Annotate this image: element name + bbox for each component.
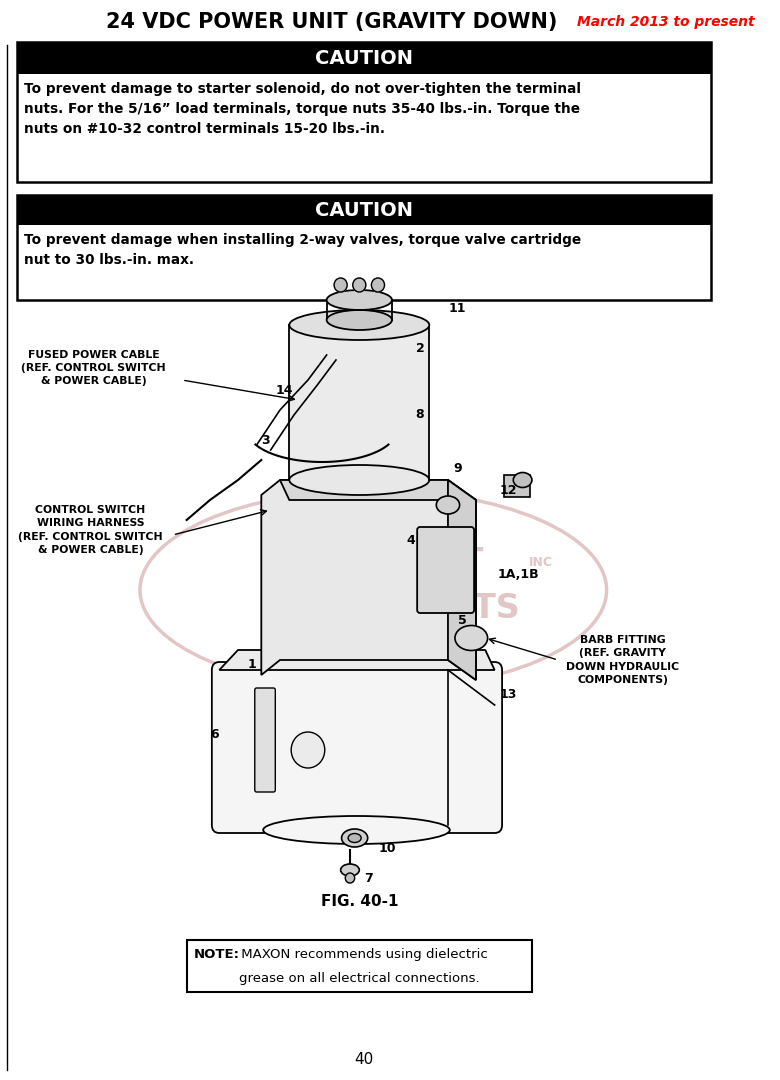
- Text: 7: 7: [364, 872, 373, 885]
- Text: FIG. 40-1: FIG. 40-1: [321, 894, 398, 909]
- Text: CAUTION: CAUTION: [315, 49, 413, 67]
- Circle shape: [371, 278, 385, 292]
- Text: 9: 9: [453, 461, 462, 474]
- Text: 1: 1: [247, 659, 257, 672]
- Text: 6: 6: [211, 729, 219, 742]
- Text: 12: 12: [500, 484, 517, 497]
- Text: 11: 11: [448, 301, 466, 314]
- FancyBboxPatch shape: [255, 688, 275, 792]
- Polygon shape: [261, 480, 476, 680]
- Bar: [504, 475, 530, 497]
- Circle shape: [353, 278, 366, 292]
- Text: 5: 5: [458, 613, 466, 626]
- FancyBboxPatch shape: [417, 527, 474, 613]
- Ellipse shape: [327, 310, 392, 330]
- Text: INC: INC: [530, 555, 553, 568]
- Circle shape: [291, 732, 324, 768]
- Text: NOTE:: NOTE:: [194, 948, 240, 961]
- Text: 14: 14: [276, 383, 293, 396]
- Ellipse shape: [289, 465, 429, 495]
- Bar: [186, 940, 532, 993]
- Ellipse shape: [289, 310, 429, 340]
- Text: 24 VDC POWER UNIT (GRAVITY DOWN): 24 VDC POWER UNIT (GRAVITY DOWN): [105, 12, 557, 32]
- Circle shape: [334, 278, 347, 292]
- Ellipse shape: [455, 625, 488, 650]
- Text: MAXON recommends using dielectric: MAXON recommends using dielectric: [237, 948, 488, 961]
- Text: grease on all electrical connections.: grease on all electrical connections.: [239, 972, 480, 985]
- Ellipse shape: [341, 864, 360, 876]
- Text: EQUIPMENT: EQUIPMENT: [262, 545, 484, 579]
- Ellipse shape: [263, 816, 450, 843]
- Text: FUSED POWER CABLE
(REF. CONTROL SWITCH
& POWER CABLE): FUSED POWER CABLE (REF. CONTROL SWITCH &…: [21, 350, 165, 387]
- Text: SPECIALISTS: SPECIALISTS: [282, 592, 521, 624]
- FancyBboxPatch shape: [212, 662, 502, 833]
- Text: CAUTION: CAUTION: [315, 201, 413, 219]
- Text: 8: 8: [416, 408, 424, 421]
- Circle shape: [346, 873, 355, 883]
- Text: CONTROL SWITCH
WIRING HARNESS
(REF. CONTROL SWITCH
& POWER CABLE): CONTROL SWITCH WIRING HARNESS (REF. CONT…: [18, 505, 163, 555]
- Text: To prevent damage to starter solenoid, do not over-tighten the terminal
nuts. Fo: To prevent damage to starter solenoid, d…: [24, 82, 581, 136]
- Ellipse shape: [327, 291, 392, 310]
- Text: To prevent damage when installing 2-way valves, torque valve cartridge
nut to 30: To prevent damage when installing 2-way …: [24, 233, 581, 267]
- Text: 40: 40: [354, 1053, 374, 1067]
- Ellipse shape: [348, 834, 361, 842]
- Bar: [17, 42, 711, 75]
- Text: 10: 10: [378, 841, 396, 854]
- Polygon shape: [289, 325, 429, 480]
- Ellipse shape: [513, 473, 532, 487]
- Polygon shape: [448, 480, 476, 680]
- Text: BARB FITTING
(REF. GRAVITY
DOWN HYDRAULIC
COMPONENTS): BARB FITTING (REF. GRAVITY DOWN HYDRAULI…: [566, 635, 679, 685]
- Ellipse shape: [436, 496, 459, 514]
- Bar: [17, 42, 711, 183]
- Bar: [17, 195, 711, 300]
- Ellipse shape: [342, 829, 367, 847]
- Text: March 2013 to present: March 2013 to present: [576, 15, 754, 29]
- Bar: [17, 195, 711, 225]
- Text: 13: 13: [500, 689, 517, 702]
- Text: 3: 3: [261, 433, 271, 446]
- Text: 4: 4: [406, 534, 415, 546]
- Text: 2: 2: [416, 341, 424, 354]
- Text: 1A,1B: 1A,1B: [497, 568, 539, 581]
- Polygon shape: [219, 650, 495, 670]
- Polygon shape: [280, 480, 476, 500]
